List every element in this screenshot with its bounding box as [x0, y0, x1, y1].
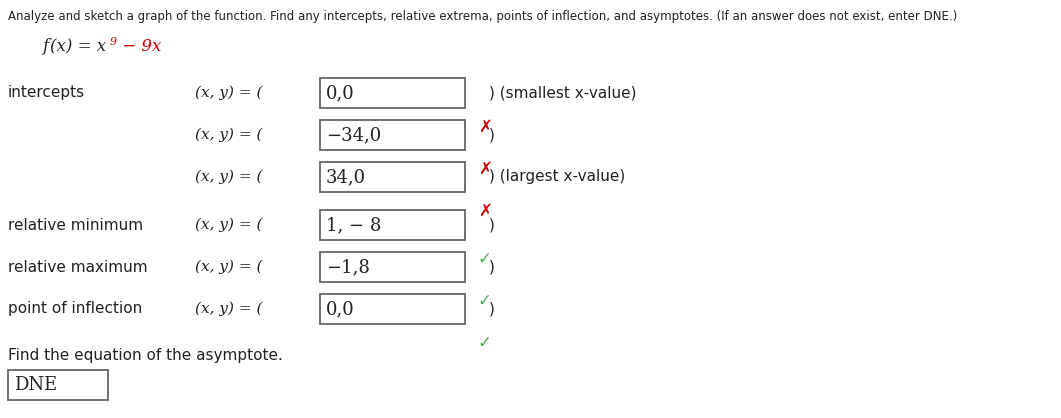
Text: −34,0: −34,0: [326, 126, 381, 144]
Text: (x, y) = (: (x, y) = (: [195, 86, 262, 100]
Text: ✗: ✗: [479, 118, 492, 136]
FancyBboxPatch shape: [320, 162, 465, 192]
Text: ✗: ✗: [479, 202, 492, 220]
Text: (x, y) = (: (x, y) = (: [195, 218, 262, 232]
Text: ) (smallest x-value): ) (smallest x-value): [489, 86, 637, 100]
FancyBboxPatch shape: [320, 252, 465, 282]
FancyBboxPatch shape: [8, 370, 108, 400]
Text: ): ): [489, 301, 494, 316]
FancyBboxPatch shape: [320, 120, 465, 150]
Text: f: f: [42, 38, 48, 55]
Text: 9: 9: [110, 37, 117, 47]
Text: ✓: ✓: [479, 250, 492, 268]
Text: ✗: ✗: [479, 160, 492, 178]
Text: (x, y) = (: (x, y) = (: [195, 128, 262, 142]
Text: 0,0: 0,0: [326, 84, 354, 102]
Text: (x, y) = (: (x, y) = (: [195, 260, 262, 274]
Text: 0,0: 0,0: [326, 300, 354, 318]
Text: relative maximum: relative maximum: [8, 260, 147, 275]
Text: ✓: ✓: [479, 292, 492, 310]
Text: (x, y) = (: (x, y) = (: [195, 302, 262, 316]
FancyBboxPatch shape: [320, 78, 465, 108]
Text: ✓: ✓: [479, 334, 492, 352]
Text: 1, − 8: 1, − 8: [326, 216, 381, 234]
Text: relative minimum: relative minimum: [8, 217, 143, 232]
FancyBboxPatch shape: [320, 294, 465, 324]
Text: Analyze and sketch a graph of the function. Find any intercepts, relative extrem: Analyze and sketch a graph of the functi…: [8, 10, 957, 23]
Text: ) (largest x-value): ) (largest x-value): [489, 170, 625, 184]
Text: intercepts: intercepts: [8, 86, 85, 100]
Text: ): ): [489, 217, 494, 232]
Text: 34,0: 34,0: [326, 168, 366, 186]
Text: (x, y) = (: (x, y) = (: [195, 170, 262, 184]
Text: − 9x: − 9x: [117, 38, 161, 55]
FancyBboxPatch shape: [320, 210, 465, 240]
Text: ): ): [489, 127, 494, 143]
Text: (x) = x: (x) = x: [50, 38, 106, 55]
Text: DNE: DNE: [14, 376, 57, 394]
Text: Find the equation of the asymptote.: Find the equation of the asymptote.: [8, 348, 283, 363]
Text: −1,8: −1,8: [326, 258, 370, 276]
Text: point of inflection: point of inflection: [8, 301, 142, 316]
Text: ): ): [489, 260, 494, 275]
